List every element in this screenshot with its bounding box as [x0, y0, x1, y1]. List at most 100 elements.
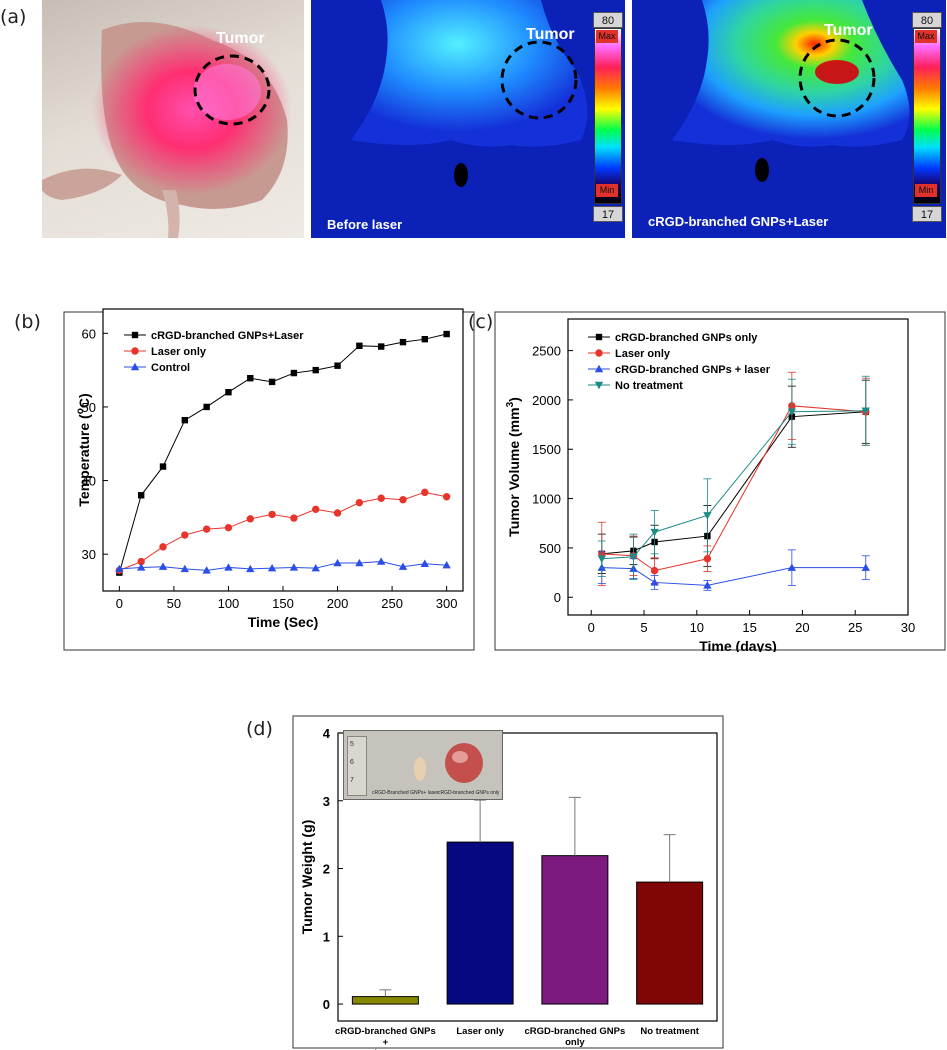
- data-point: [333, 558, 342, 567]
- data-point: [180, 564, 190, 573]
- y-tick-label: 2: [323, 862, 330, 877]
- panel-label-c: (c): [468, 311, 494, 333]
- data-point: [594, 381, 604, 390]
- scale-min-tag: Min: [915, 184, 937, 197]
- series-line: [601, 405, 866, 572]
- mouse-photo: Tumor: [42, 0, 304, 238]
- ruler-mark: 6: [350, 759, 354, 766]
- panel-label-b: (b): [14, 311, 41, 333]
- data-point: [398, 562, 408, 570]
- bar: [636, 881, 704, 1005]
- data-point: [442, 493, 451, 501]
- panel-frame: [494, 311, 946, 651]
- data-point: [131, 331, 139, 339]
- tumor-volume-chart: 0 5 10 15 20 25 30 0 500 1000 1500 2000 2500 Time (da…: [494, 311, 946, 652]
- y-axis-label: Tumor Weight (g): [299, 820, 315, 935]
- tumor-label: Tumor: [824, 22, 873, 39]
- panel-label-d: (d): [246, 718, 273, 740]
- y-tick-label: 40: [82, 474, 96, 489]
- data-point: [861, 563, 870, 571]
- scale-bottom-value: 17: [912, 206, 942, 222]
- data-point: [247, 375, 254, 382]
- data-point: [442, 561, 451, 569]
- inset-label-left: cRGD-Branched GNPs+ laser: [372, 790, 439, 796]
- x-category-label: only: [565, 1037, 585, 1048]
- data-point: [267, 563, 277, 572]
- tumor-label: Tumor: [216, 30, 265, 47]
- data-point: [268, 510, 276, 519]
- tumor-circle: [798, 38, 876, 118]
- temperature-scale: 80 Max Min 17: [593, 12, 623, 222]
- data-point: [159, 543, 167, 551]
- x-tick-label: 15: [742, 620, 756, 635]
- data-point: [224, 563, 233, 571]
- thermal-heatmap: [632, 0, 946, 238]
- x-tick-label: 300: [436, 596, 458, 611]
- data-point: [650, 528, 659, 537]
- inset-label-right: cRGD-branched GNPs only: [438, 790, 500, 796]
- bar: [541, 855, 609, 1005]
- data-point: [290, 369, 298, 377]
- tumor-samples: [414, 743, 483, 783]
- scale-bottom-value: 17: [593, 206, 623, 222]
- scale-top-value: 80: [593, 12, 623, 28]
- legend-label: Control: [151, 362, 190, 374]
- data-point: [289, 563, 299, 571]
- x-category-label: laser: [374, 1048, 396, 1050]
- data-point: [595, 333, 603, 341]
- data-point: [650, 566, 659, 575]
- scale-top-value: 80: [912, 12, 942, 28]
- data-point: [246, 515, 254, 523]
- data-point: [356, 342, 363, 350]
- data-point: [225, 389, 232, 396]
- x-category-label: Laser only: [456, 1026, 504, 1037]
- y-tick-label: 50: [82, 400, 96, 415]
- caption-after-laser: cRGD-branched GNPs+Laser: [648, 214, 829, 229]
- legend-label: Laser only: [151, 346, 207, 358]
- data-point: [137, 557, 145, 566]
- thermal-image-after: Tumor cRGD-branched GNPs+Laser 80 Max Mi…: [632, 0, 946, 238]
- data-point: [421, 335, 429, 343]
- data-point: [246, 564, 255, 573]
- y-tick-label: 2000: [532, 393, 561, 408]
- x-tick-label: 200: [327, 596, 349, 611]
- data-point: [312, 505, 320, 513]
- data-point: [268, 378, 276, 386]
- y-tick-label: 60: [82, 326, 96, 341]
- scale-max-tag: Max: [915, 30, 937, 43]
- y-tick-label: 2500: [532, 344, 561, 359]
- data-point: [703, 512, 712, 520]
- data-point: [594, 364, 604, 373]
- data-point: [787, 408, 797, 416]
- x-category-label: cRGD-branched GNPs: [524, 1026, 625, 1037]
- ruler: 5 6 7: [347, 736, 367, 796]
- y-tick-label: 1500: [532, 442, 561, 457]
- data-point: [355, 498, 364, 507]
- x-category-label: No treatment: [640, 1026, 699, 1037]
- series-line: [601, 410, 866, 560]
- y-tick-label: 1000: [532, 492, 561, 507]
- y-tick-label: 500: [539, 541, 561, 556]
- tumor-circle: [193, 54, 271, 126]
- data-point: [202, 525, 211, 533]
- x-tick-label: 20: [795, 620, 809, 635]
- series-line: [119, 561, 447, 571]
- x-tick-label: 100: [218, 596, 240, 611]
- x-tick-label: 30: [901, 620, 915, 635]
- data-point: [290, 514, 298, 522]
- data-point: [787, 563, 797, 571]
- data-point: [399, 338, 407, 346]
- x-tick-label: 50: [167, 596, 181, 611]
- series-line: [119, 491, 447, 571]
- data-point: [377, 343, 385, 350]
- y-tick-label: 30: [82, 547, 96, 562]
- x-category-label: +: [383, 1037, 389, 1048]
- legend-label: No treatment: [615, 380, 683, 392]
- caption-before-laser: Before laser: [327, 217, 403, 232]
- y-axis-label: Temperature (oC): [75, 393, 92, 506]
- bar: [351, 996, 419, 1005]
- data-point: [443, 330, 450, 338]
- data-point: [597, 555, 606, 563]
- y-axis-label: Tumor Volume (mm3): [505, 397, 522, 537]
- data-point: [137, 492, 145, 499]
